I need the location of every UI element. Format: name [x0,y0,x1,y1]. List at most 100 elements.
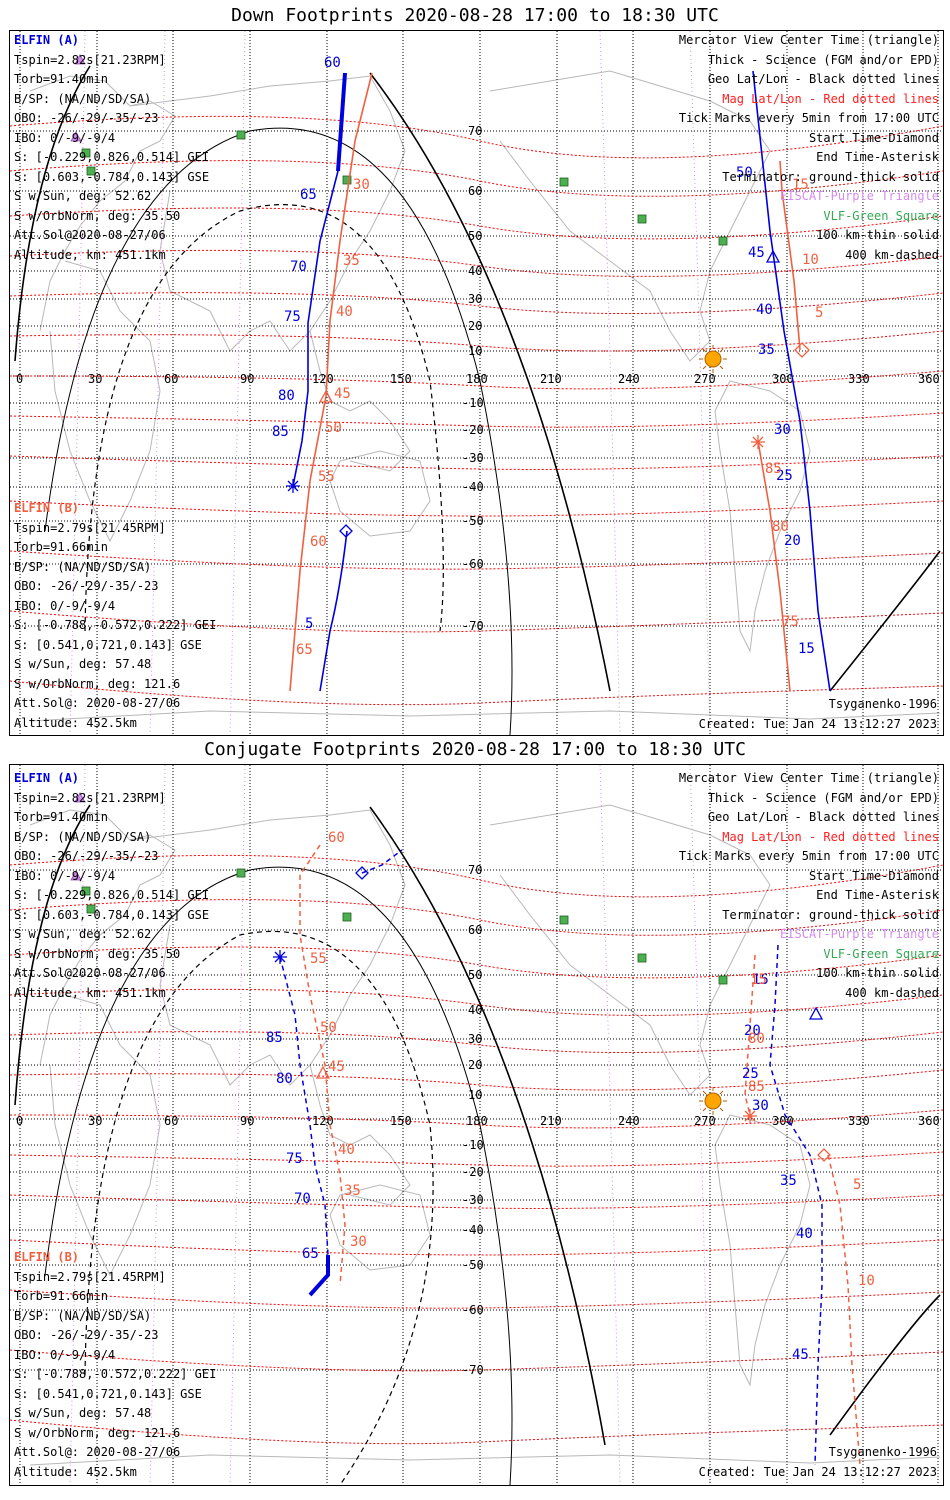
eiscat-triangle-icon [70,870,82,881]
elfin-a-line: Torb=91.40min [14,810,108,824]
top-coast-europe [29,75,176,332]
track-tick-label: 45 [334,386,351,402]
top-lon-label: 120 [312,372,334,386]
track-tick-label: 85 [266,1030,283,1046]
bottom-elfin-a-info: ELFIN (A) Tspin=2.82s[21.23RPM] Torb=91.… [14,769,209,1003]
bottom-purple-curve [599,765,621,1485]
bottom-coast-europe [29,809,176,1066]
elfin-a-line: OBO: -26/-29/-35/-23 [14,111,159,125]
legend-line: Tick Marks every 5min from 17:00 UTC [678,849,939,863]
track-tick-label: 15 [792,177,809,193]
top-legend: Mercator View Center Time (triangle) Thi… [679,31,939,265]
legend-line: Tick Marks every 5min from 17:00 UTC [678,111,939,125]
top-elfin-a-tracks [292,70,831,692]
track-tick-label: 55 [318,469,335,485]
legend-line: Geo Lat/Lon - Black dotted lines [707,810,939,824]
elfin-b-line: S w/Sun, deg: 57.48 [14,1406,152,1420]
vlf-square-icon [559,177,569,187]
bottom-terminator-400km [84,930,434,1485]
legend-line: EISCAT-Purple Triangle [780,189,939,203]
legend-line: End Time-Asterisk [816,150,939,164]
top-terminator-ground [829,550,941,692]
track-tick-label: 45 [792,1347,809,1363]
top-elfin-a-south-track [319,530,348,692]
track-tick-label: 30 [353,177,370,193]
vlf-square-icon [86,166,96,176]
track-tick-label: 5 [305,616,313,632]
elfin-a-center-triangle-icon [765,249,781,263]
bottom-elfin-a-americas-track [769,944,823,1466]
track-tick-label: 60 [310,534,327,550]
top-coast-australia [329,450,431,537]
top-lat-label: -30 [462,451,484,465]
vlf-square-icon [637,214,647,224]
elfin-a-line: S w/Sun, deg: 52.62 [14,927,152,941]
bottom-lat-label: -10 [462,1138,484,1152]
elfin-a-line: B/SP: (NA/ND/SD/SA) [14,91,152,106]
bottom-elfin-b-tracks [299,844,861,1466]
bottom-lon-label: 30 [88,1114,102,1128]
bottom-elfin-a-north-track [361,849,403,874]
track-tick-label: 15 [752,972,769,988]
track-tick-label: 65 [296,642,313,658]
track-tick-label: 70 [294,1191,311,1207]
elfin-a-center-triangle-icon [808,1006,824,1020]
top-coast-se-asia [309,330,411,472]
elfin-b-line: S w/Sun, deg: 57.48 [14,657,152,671]
track-tick-label: 80 [772,519,789,535]
track-tick-label: 15 [750,972,767,988]
elfin-b-start-diamond-icon [794,342,810,358]
bottom-mag-lat [10,1289,943,1309]
vlf-square-icon [718,975,728,985]
legend-line: Start Time-Diamond [808,130,939,145]
vlf-square-icon [559,915,569,925]
top-elfin-a-science-track [336,72,347,172]
legend-line: VLF-Green Square [823,208,939,223]
top-mag-grid [10,115,943,706]
bottom-panel-title: Conjugate Footprints 2020-08-28 17:00 to… [204,739,746,760]
top-lat-label: -20 [462,423,484,437]
top-lon-label: 210 [540,372,562,386]
track-tick-label: 50 [736,165,753,181]
elfin-a-line: S: [0.603,-0.784,0.143] GSE [14,907,210,922]
top-coast-africa [49,260,161,543]
top-mag-lat [10,249,943,277]
legend-line: Start Time-Diamond [808,868,939,883]
legend-line: Geo Lat/Lon - Black dotted lines [707,72,939,86]
elfin-a-start-diamond-icon [355,866,369,880]
bottom-geo-grid [10,765,943,1485]
bottom-vlf-stations [81,868,728,985]
elfin-a-line: Altitude, km: 451.1km [14,247,166,262]
track-tick-label: 30 [350,1234,367,1250]
elfin-b-line: S w/OrbNorm, deg: 121.6 [14,1425,181,1440]
top-coast-antarctica [29,710,941,722]
bottom-mag-lat [10,1194,943,1209]
legend-line: Mercator View Center Time (triangle) [678,771,939,785]
legend-line: Thick - Science (FGM and/or EPD) [707,790,939,805]
legend-line: Mercator View Center Time (triangle) [678,33,939,47]
top-terminator-400km [84,204,444,632]
elfin-b-line: Torb=91.66min [14,1289,108,1303]
elfin-b-line: S: [0.541,0.721,0.143] GSE [14,1386,202,1401]
vlf-square-icon [342,912,352,922]
bottom-markers [273,866,831,1162]
top-terminator-100km [44,127,513,735]
track-tick-label: 10 [858,1273,875,1289]
top-lon-label: 270 [694,372,716,386]
track-tick-label: 20 [784,533,801,549]
track-tick-label: 85 [748,1079,765,1095]
legend-line: EISCAT-Purple Triangle [780,927,939,941]
elfin-b-center-triangle-icon [315,1065,331,1079]
vlf-square-icon [342,175,352,185]
top-purple-curve [599,31,621,735]
top-mag-lat [10,610,943,633]
elfin-a-line: Tspin=2.82s[21.23RPM] [14,52,166,67]
bottom-lon-label: 360 [918,1114,940,1128]
bottom-terminator-ground [829,1294,941,1436]
bottom-lat-label: -50 [462,1258,484,1272]
elfin-b-line: Altitude: 452.5km [14,715,137,730]
bottom-lon-label: 120 [312,1114,334,1128]
bottom-lat-label: -60 [462,1303,484,1317]
top-lat-label: 50 [468,229,482,243]
top-coast-s-america [714,380,811,653]
